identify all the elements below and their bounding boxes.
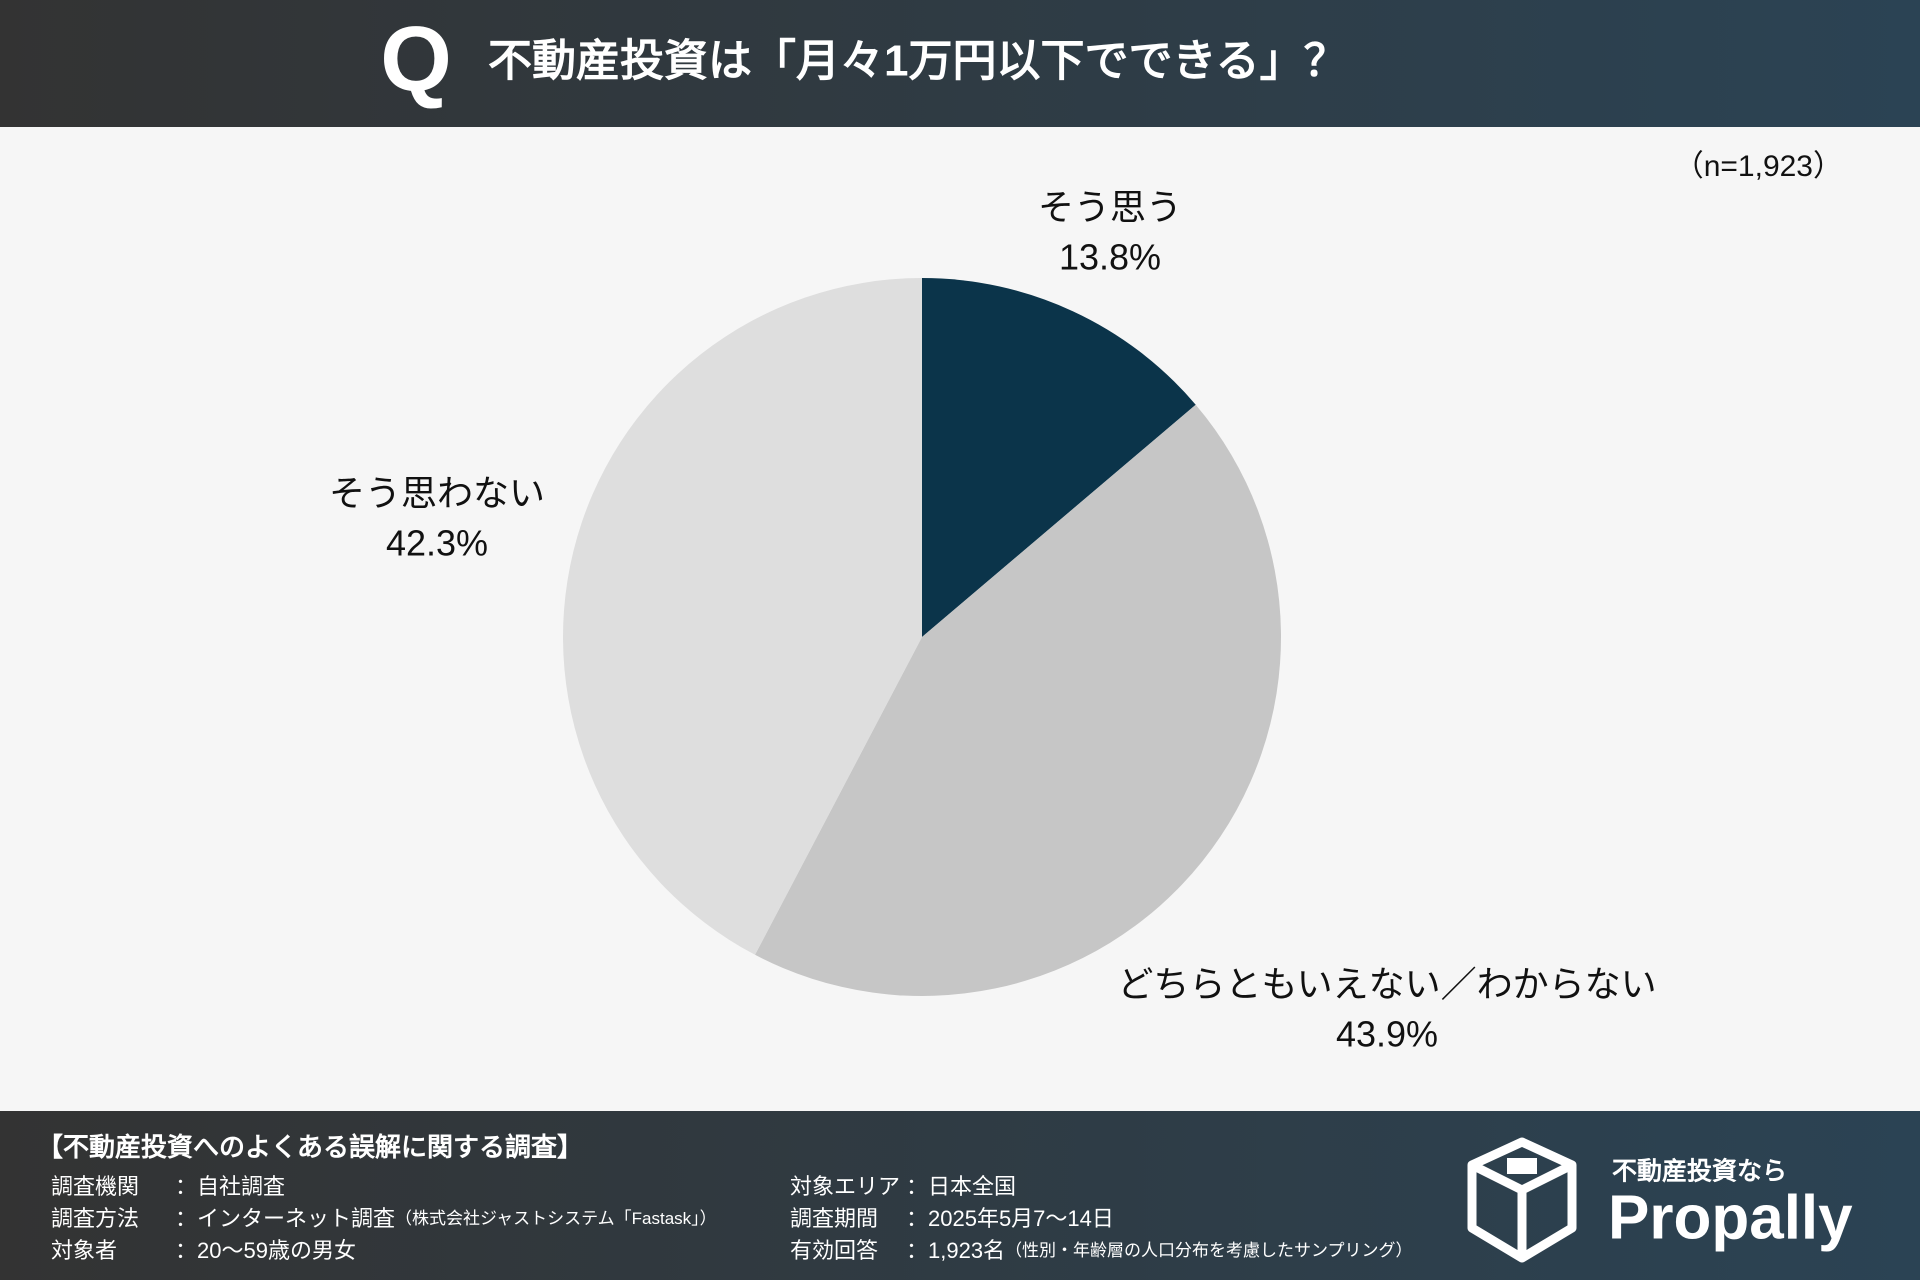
- info-label: 調査機関: [51, 1174, 139, 1199]
- pie-slice: [922, 278, 1196, 637]
- info-note: （株式会社ジャストシステム「Fastask」）: [395, 1209, 717, 1228]
- info-label: 対象エリア: [790, 1174, 900, 1199]
- info-value-main: ：1,923名: [906, 1238, 1005, 1263]
- footer-bar: [0, 1111, 1920, 1280]
- q-mark: Q: [380, 8, 452, 110]
- slice-label: そう思う: [1038, 187, 1182, 228]
- pie: [562, 278, 1281, 997]
- logo-window: [1507, 1158, 1537, 1174]
- info-value: ：インターネット調査（株式会社ジャストシステム「Fastask」）: [175, 1206, 717, 1231]
- logo-tagline: 不動産投資なら: [1612, 1157, 1787, 1186]
- slice-value: 42.3%: [386, 523, 488, 564]
- info-value: ：自社調査: [175, 1174, 285, 1199]
- slice-value: 13.8%: [1059, 237, 1161, 278]
- info-value-main: ：2025年5月7〜14日: [906, 1206, 1114, 1231]
- info-value-main: ：20〜59歳の男女: [175, 1238, 356, 1263]
- info-note: （性別・年齢層の人口分布を考慮したサンプリング）: [1005, 1241, 1413, 1260]
- info-value: ：日本全国: [906, 1174, 1016, 1199]
- logo-icon: [1467, 1137, 1577, 1263]
- info-value: ：20〜59歳の男女: [175, 1238, 356, 1263]
- info-value: ：1,923名（性別・年齢層の人口分布を考慮したサンプリング）: [906, 1238, 1413, 1263]
- info-value: ：2025年5月7〜14日: [906, 1206, 1114, 1231]
- slice-label: どちらともいえない／わからない: [1117, 964, 1656, 1005]
- logo-edge: [1469, 1160, 1575, 1258]
- pie-slice: [562, 278, 922, 955]
- info-label: 調査期間: [790, 1206, 878, 1231]
- info-value-main: ：日本全国: [906, 1174, 1016, 1199]
- question-title: 不動産投資は「月々1万円以下でできる」？: [488, 37, 1348, 86]
- sample-size: （n=1,923）: [1674, 150, 1843, 183]
- info-value-main: ：自社調査: [175, 1174, 285, 1199]
- info-value-main: ：インターネット調査: [175, 1206, 395, 1231]
- slice-value: 43.9%: [1336, 1014, 1438, 1055]
- info-label: 対象者: [51, 1238, 117, 1263]
- slice-label: そう思わない: [329, 473, 545, 514]
- info-label: 調査方法: [51, 1206, 139, 1231]
- info-label: 有効回答: [790, 1238, 878, 1263]
- logo-name: Propally: [1608, 1183, 1853, 1252]
- footer-title: 【不動産投資へのよくある誤解に関する調査】: [37, 1132, 583, 1162]
- header-bar: [0, 0, 1920, 127]
- pie-slice: [755, 404, 1281, 997]
